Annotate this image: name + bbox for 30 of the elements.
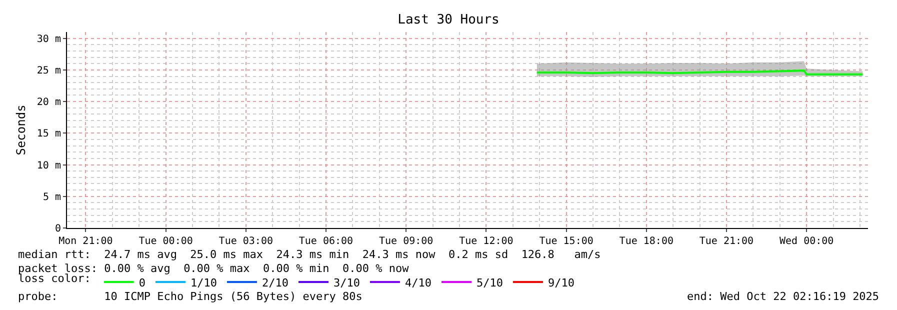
legend-label: 9/10 bbox=[548, 276, 574, 290]
legend-label: 5/10 bbox=[476, 276, 503, 290]
x-tick-label: Tue 00:00 bbox=[138, 236, 193, 247]
y-tick-label: 15 m bbox=[36, 128, 61, 140]
y-tick-label: 10 m bbox=[36, 160, 61, 172]
x-tick-label: Mon 21:00 bbox=[58, 236, 113, 247]
x-tick-label: Wed 00:00 bbox=[779, 236, 834, 247]
text: end: Wed Oct 22 02:16:19 2025 bbox=[687, 290, 880, 303]
x-tick-label: Tue 12:00 bbox=[459, 236, 514, 247]
y-tick-label: 5 m bbox=[42, 192, 61, 203]
chart-title: Last 30 Hours bbox=[398, 12, 500, 28]
y-tick-label: 0 bbox=[54, 224, 61, 234]
y-tick-label: 30 m bbox=[36, 34, 61, 45]
x-tick-label: Tue 15:00 bbox=[539, 236, 594, 247]
y-axis-title: Seconds bbox=[14, 104, 28, 156]
y-tick-label: 20 m bbox=[36, 97, 61, 108]
y-tick-label: 25 m bbox=[36, 65, 61, 76]
legend-label: 1/10 bbox=[190, 276, 217, 290]
x-tick-label: Tue 18:00 bbox=[619, 236, 674, 247]
x-tick-label: Tue 09:00 bbox=[378, 236, 434, 247]
x-tick-label: Tue 03:00 bbox=[218, 236, 273, 247]
legend-label: 0 bbox=[138, 276, 146, 290]
legend-label: 3/10 bbox=[333, 276, 360, 290]
text: median rtt: 24.7 ms avg 25.0 ms max 24.3 ms min 24.3 ms now 0.2 ms sd 126.8 am/s bbox=[18, 248, 601, 261]
x-tick-label: Tue 06:00 bbox=[298, 236, 354, 247]
text: probe: 10 ICMP Echo Pings (56 Bytes) every 80s bbox=[18, 290, 362, 303]
legend-label: 2/10 bbox=[262, 276, 288, 290]
legend-label: 4/10 bbox=[404, 276, 432, 290]
text: packet loss: 0.00 % avg 0.00 % max 0.00 % min 0.00 % now bbox=[18, 262, 410, 275]
x-tick-label: Tue 21:00 bbox=[699, 236, 754, 247]
